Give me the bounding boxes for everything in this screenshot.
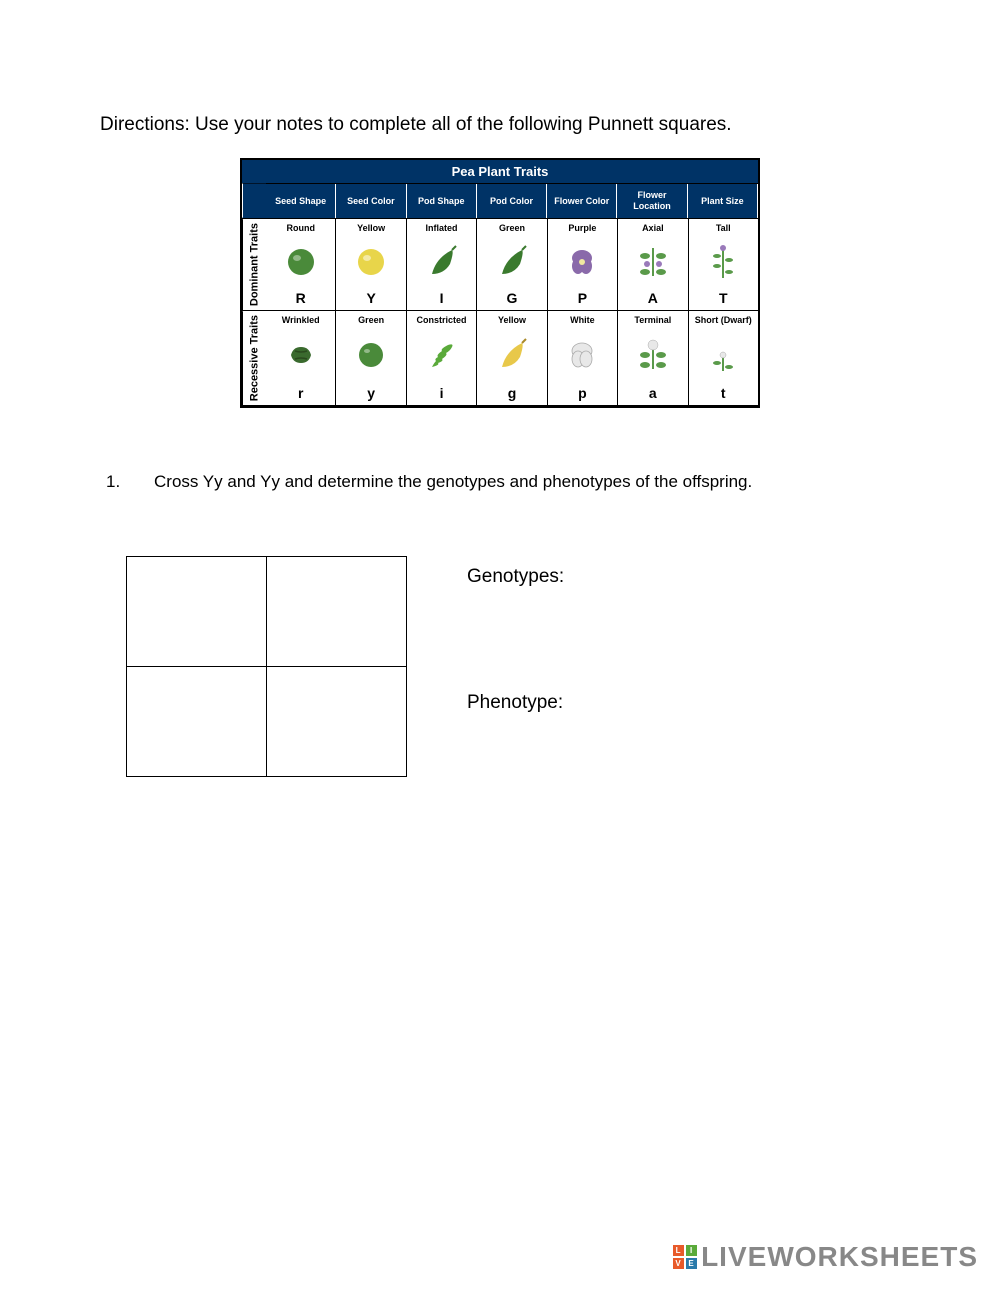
white-flower-icon xyxy=(564,337,600,373)
trait-name: Tall xyxy=(716,223,731,233)
trait-name: Green xyxy=(499,223,525,233)
trait-cell: Purple P xyxy=(548,219,618,310)
logo-tile: E xyxy=(686,1258,697,1269)
trait-name: Inflated xyxy=(426,223,458,233)
row-label: Recessive Traits xyxy=(242,311,266,405)
trait-name: Green xyxy=(358,315,384,325)
traits-table-container: Pea Plant Traits Seed Shape Seed Color P… xyxy=(100,158,900,408)
punnett-cell[interactable] xyxy=(127,556,267,666)
allele-letter: A xyxy=(648,290,658,306)
trait-name: Purple xyxy=(568,223,596,233)
punnett-square[interactable] xyxy=(126,556,407,777)
trait-cell: Wrinkled r xyxy=(266,311,336,405)
trait-cell: Tall T xyxy=(689,219,758,310)
col-header: Pod Color xyxy=(477,184,547,218)
logo-tile: V xyxy=(673,1258,684,1269)
trait-name: Constricted xyxy=(417,315,467,325)
allele-letter: a xyxy=(649,385,657,401)
trait-row: Recessive Traits Wrinkled r Green y Constrict… xyxy=(242,311,758,406)
watermark-logo-icon: LIVE xyxy=(673,1245,697,1269)
question-1: 1.Cross Yy and Yy and determine the geno… xyxy=(130,468,900,776)
yellow-pod-icon xyxy=(494,337,530,373)
allele-letter: g xyxy=(508,385,517,401)
watermark-text: LIVEWORKSHEETS xyxy=(701,1241,978,1273)
trait-cell: Yellow g xyxy=(477,311,547,405)
trait-name: Wrinkled xyxy=(282,315,320,325)
short-plant-icon xyxy=(705,337,741,373)
constricted-pod-icon xyxy=(424,337,460,373)
trait-name: Yellow xyxy=(357,223,385,233)
purple-flower-icon xyxy=(564,244,600,280)
allele-letter: t xyxy=(721,385,726,401)
allele-letter: I xyxy=(440,290,444,306)
col-header: Seed Color xyxy=(336,184,406,218)
trait-cell: Yellow Y xyxy=(336,219,406,310)
allele-letter: R xyxy=(296,290,306,306)
question-number: 1. xyxy=(130,468,154,495)
genotypes-label: Genotypes: xyxy=(467,564,564,591)
logo-tile: L xyxy=(673,1245,684,1256)
round-seed-icon xyxy=(283,244,319,280)
punnett-cell[interactable] xyxy=(267,556,407,666)
trait-cell: Green y xyxy=(336,311,406,405)
trait-cell: Constricted i xyxy=(407,311,477,405)
allele-letter: G xyxy=(507,290,518,306)
punnett-cell[interactable] xyxy=(267,666,407,776)
trait-name: Terminal xyxy=(634,315,671,325)
terminal-flower-icon xyxy=(635,337,671,373)
allele-letter: i xyxy=(440,385,444,401)
allele-letter: T xyxy=(719,290,728,306)
allele-letter: P xyxy=(578,290,587,306)
watermark: LIVE LIVEWORKSHEETS xyxy=(673,1241,978,1273)
trait-cell: Terminal a xyxy=(618,311,688,405)
yellow-seed-icon xyxy=(353,244,389,280)
logo-tile: I xyxy=(686,1245,697,1256)
col-header: Flower Color xyxy=(547,184,617,218)
table-title: Pea Plant Traits xyxy=(242,160,758,184)
trait-cell: White p xyxy=(548,311,618,405)
trait-cell: Axial A xyxy=(618,219,688,310)
work-area: Genotypes: Phenotype: xyxy=(130,556,900,777)
axial-flower-icon xyxy=(635,244,671,280)
col-header: Pod Shape xyxy=(407,184,477,218)
col-header: Plant Size xyxy=(688,184,758,218)
allele-letter: y xyxy=(367,385,375,401)
traits-body: Dominant Traits Round R Yellow Y Inflated I Gre… xyxy=(242,218,758,406)
trait-cell: Short (Dwarf) t xyxy=(689,311,758,405)
answer-labels: Genotypes: Phenotype: xyxy=(467,556,564,777)
trait-name: Yellow xyxy=(498,315,526,325)
pea-traits-table: Pea Plant Traits Seed Shape Seed Color P… xyxy=(240,158,760,408)
worksheet-page: Directions: Use your notes to complete a… xyxy=(0,0,1000,777)
green-seed-icon xyxy=(353,337,389,373)
question-body: Cross Yy and Yy and determine the genoty… xyxy=(154,472,752,491)
trait-name: Short (Dwarf) xyxy=(695,315,752,325)
row-label: Dominant Traits xyxy=(242,219,266,310)
punnett-cell[interactable] xyxy=(127,666,267,776)
trait-cell: Round R xyxy=(266,219,336,310)
inflated-pod-icon xyxy=(424,244,460,280)
column-headers-row: Seed Shape Seed Color Pod Shape Pod Colo… xyxy=(242,184,758,218)
trait-cell: Green G xyxy=(477,219,547,310)
col-header: Seed Shape xyxy=(266,184,336,218)
corner-cell xyxy=(242,184,266,218)
green-pod-icon xyxy=(494,244,530,280)
allele-letter: Y xyxy=(366,290,375,306)
trait-cell: Inflated I xyxy=(407,219,477,310)
col-header: Flower Location xyxy=(617,184,687,218)
allele-letter: p xyxy=(578,385,587,401)
trait-name: Axial xyxy=(642,223,664,233)
allele-letter: r xyxy=(298,385,303,401)
directions-text: Directions: Use your notes to complete a… xyxy=(100,110,900,140)
tall-plant-icon xyxy=(705,244,741,280)
trait-name: White xyxy=(570,315,595,325)
trait-name: Round xyxy=(286,223,315,233)
question-text: 1.Cross Yy and Yy and determine the geno… xyxy=(130,468,900,495)
phenotype-label: Phenotype: xyxy=(467,690,564,717)
trait-row: Dominant Traits Round R Yellow Y Inflated I Gre… xyxy=(242,219,758,311)
wrinkled-seed-icon xyxy=(283,337,319,373)
